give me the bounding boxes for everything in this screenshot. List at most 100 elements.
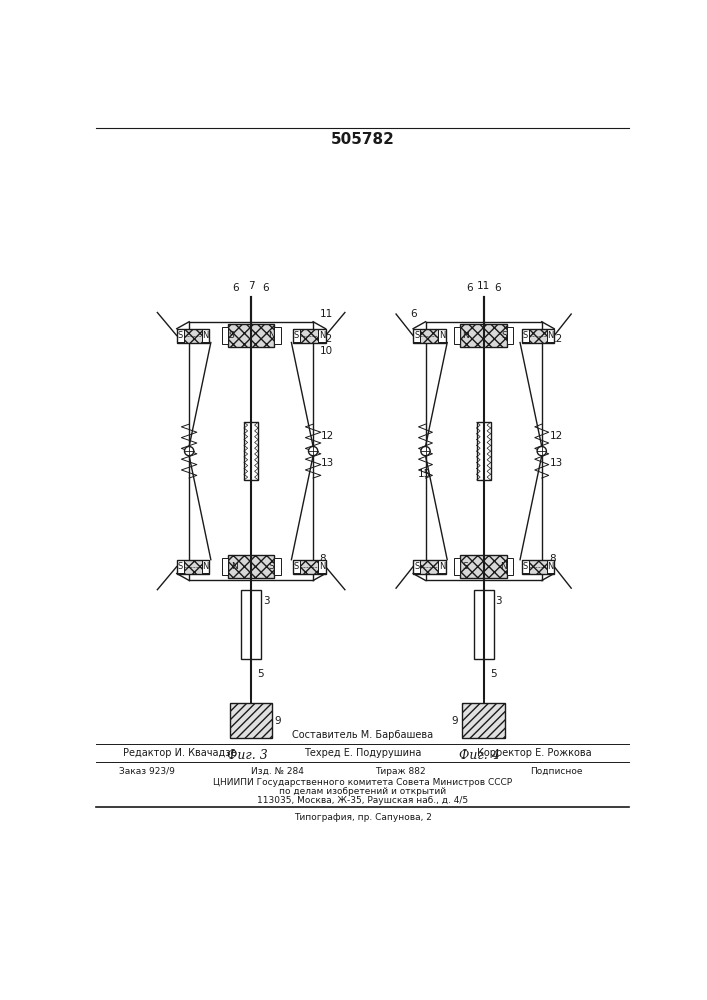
Bar [529,329,547,343]
Bar [474,590,493,659]
Bar [300,560,318,574]
Text: N: N [319,331,325,340]
Text: S: S [294,331,299,340]
Text: N: N [547,562,554,571]
Bar [507,558,513,575]
Bar [177,329,184,342]
Bar [177,329,209,343]
Text: S: S [414,331,419,340]
Circle shape [421,446,430,456]
Text: 5: 5 [257,669,264,679]
Text: Составитель М. Барбашева: Составитель М. Барбашева [292,730,433,740]
Text: Заказ 923/9: Заказ 923/9 [119,767,175,776]
Bar [547,560,554,573]
Text: 8: 8 [320,554,326,564]
Text: 6: 6 [410,309,416,319]
Bar [413,329,420,342]
Bar [318,329,325,342]
Text: 5: 5 [490,669,496,679]
Text: Корректор Е. Рожкова: Корректор Е. Рожкова [477,748,591,758]
Text: Фиг. 4: Фиг. 4 [460,749,500,762]
Text: S: S [501,331,507,340]
Bar [413,329,445,343]
Text: N: N [319,562,325,571]
Text: S: S [177,331,183,340]
Text: 6: 6 [467,283,473,293]
Text: 11: 11 [477,281,490,291]
Text: 3: 3 [495,596,502,606]
Bar [184,329,202,343]
Text: S: S [414,562,419,571]
Text: 6: 6 [233,283,239,293]
Text: 12: 12 [320,334,332,344]
Text: 13: 13 [321,458,334,468]
Text: Изд. № 284: Изд. № 284 [251,767,304,776]
Bar [460,555,507,578]
Bar [477,422,491,480]
Text: S: S [294,562,299,571]
Text: Типография, пр. Сапунова, 2: Типография, пр. Сапунова, 2 [294,813,432,822]
Bar [413,560,420,573]
Bar [522,329,554,343]
Text: 13: 13 [549,458,563,468]
Text: S: S [269,562,274,571]
Text: 113035, Москва, Ж-35, Раушская наб., д. 4/5: 113035, Москва, Ж-35, Раушская наб., д. … [257,796,468,805]
Text: 11: 11 [320,309,332,319]
Bar [293,329,325,343]
Text: S: S [462,562,468,571]
Text: N: N [501,562,507,571]
Bar [222,327,228,344]
Text: Подписное: Подписное [530,767,583,776]
Text: ЦНИИПИ Государственного комитета Совета Министров СССР: ЦНИИПИ Государственного комитета Совета … [214,778,513,787]
Text: Фиг. 3: Фиг. 3 [227,749,268,762]
Bar [177,560,209,574]
Bar [522,560,554,574]
Text: N: N [462,331,469,340]
Bar [177,560,184,573]
Text: N: N [202,331,209,340]
Bar [438,329,445,342]
Bar [184,560,202,574]
Bar [274,558,281,575]
Bar [454,327,460,344]
Bar [454,558,460,575]
Bar [438,560,445,573]
Text: Тираж 882: Тираж 882 [375,767,426,776]
Bar [318,560,325,573]
Circle shape [308,446,317,456]
Text: по делам изобретений и открытий: по делам изобретений и открытий [279,787,446,796]
Text: S: S [177,562,183,571]
Bar [222,558,228,575]
Text: 7: 7 [248,281,255,291]
Text: N: N [547,331,554,340]
Bar [293,560,300,573]
Text: N: N [268,331,274,340]
Bar [522,329,529,342]
Text: 3: 3 [263,596,269,606]
Text: 505782: 505782 [331,132,395,147]
Bar [507,327,513,344]
Bar [228,324,274,347]
Text: 10: 10 [320,346,332,356]
Text: S: S [522,331,528,340]
Bar [241,590,261,659]
Bar [462,703,505,738]
Text: 8: 8 [549,554,556,564]
Text: Техред Е. Подурушина: Техред Е. Подурушина [304,748,421,758]
Text: Редактор И. Квачадзе: Редактор И. Квачадзе [123,748,237,758]
Bar [202,560,209,573]
Text: 15: 15 [418,469,431,479]
Text: 12: 12 [549,431,563,441]
Bar [202,329,209,342]
Bar [413,560,445,574]
Circle shape [537,446,547,456]
Text: N: N [202,562,209,571]
Text: N: N [439,331,445,340]
Bar [293,560,325,574]
Text: 9: 9 [274,716,281,726]
Text: 6: 6 [262,283,269,293]
Bar [529,560,547,574]
Bar [522,560,529,573]
Bar [274,327,281,344]
Bar [460,324,507,347]
